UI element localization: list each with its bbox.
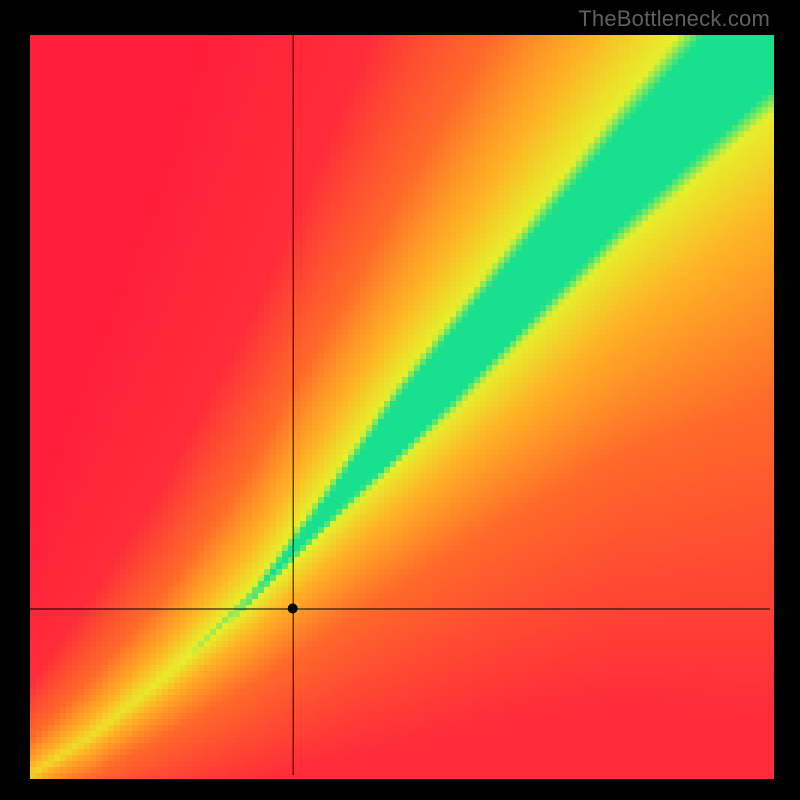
heatmap-canvas [0, 0, 800, 800]
watermark-text: TheBottleneck.com [578, 6, 770, 32]
chart-frame: TheBottleneck.com [0, 0, 800, 800]
